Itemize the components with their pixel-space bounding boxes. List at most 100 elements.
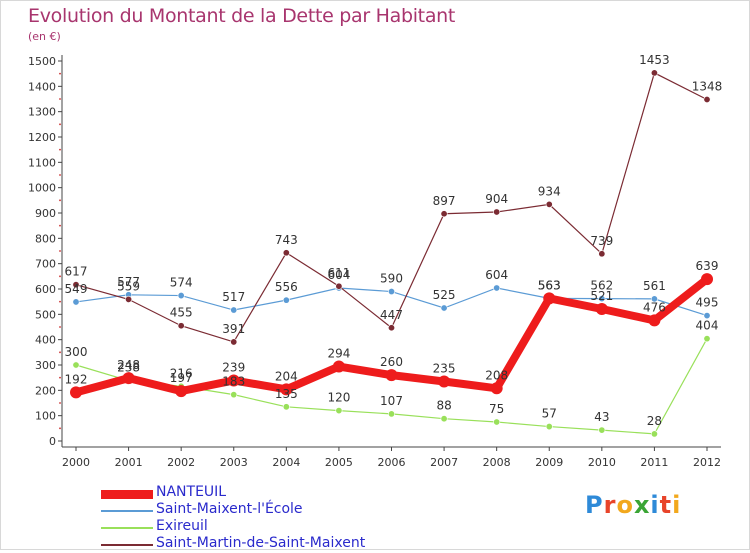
series-0-data-label: 639 — [696, 259, 719, 273]
series-2-data-label: 183 — [222, 375, 245, 389]
logo-letter: P — [585, 491, 604, 519]
legend-label: Exireuil — [156, 518, 208, 534]
series-2-data-label: 107 — [380, 394, 403, 408]
y-tick-label: 1000 — [28, 182, 56, 195]
series-3-data-label: 559 — [117, 279, 140, 293]
series-1-data-label: 590 — [380, 272, 403, 286]
series-3-point — [703, 96, 711, 104]
y-minor-tick — [59, 98, 61, 100]
y-tick-label: 1300 — [28, 106, 56, 119]
series-3-point — [440, 210, 448, 218]
legend-label: NANTEUIL — [156, 484, 227, 500]
series-0-data-label: 260 — [380, 355, 403, 369]
series-3-data-label: 617 — [65, 265, 88, 279]
series-2-data-label: 300 — [65, 345, 88, 359]
series-3-point — [125, 295, 133, 303]
series-0-data-label: 192 — [65, 372, 88, 386]
series-2-point — [282, 403, 290, 411]
series-2-data-label: 43 — [594, 410, 609, 424]
y-tick-label: 1100 — [28, 156, 56, 169]
series-3-point — [493, 208, 501, 216]
series-3-data-label: 447 — [380, 308, 403, 322]
y-minor-tick — [59, 275, 61, 278]
series-2-point — [72, 361, 80, 369]
y-tick-label: 800 — [35, 232, 56, 245]
series-0-point — [122, 372, 135, 385]
series-2-data-label: 238 — [117, 361, 140, 375]
x-tick-label: 2011 — [640, 456, 668, 469]
x-tick-label: 2012 — [693, 456, 721, 469]
series-0-point — [280, 383, 293, 396]
series-0-point — [490, 382, 503, 395]
series-1-data-label: 561 — [643, 279, 666, 293]
x-tick-label: 2006 — [378, 456, 406, 469]
x-tick-label: 2008 — [483, 456, 511, 469]
series-1-data-label: 517 — [222, 290, 245, 304]
x-tick-label: 2002 — [167, 456, 195, 469]
series-3-point — [282, 249, 290, 257]
y-tick-label: 1500 — [28, 55, 56, 68]
series-3-data-label: 904 — [485, 192, 508, 206]
series-0-data-label: 235 — [433, 361, 456, 375]
y-tick-label: 1400 — [28, 80, 56, 93]
series-2-point — [650, 430, 658, 438]
series-3-point — [230, 338, 238, 346]
series-0-point — [543, 292, 556, 305]
series-2-data-label: 28 — [647, 414, 662, 428]
y-tick-label: 300 — [35, 359, 56, 372]
series-2-point — [335, 407, 343, 415]
series-2-point — [493, 418, 501, 426]
series-1-data-label: 574 — [170, 276, 193, 290]
series-1-point — [387, 288, 395, 296]
series-0-data-label: 204 — [275, 369, 298, 383]
series-1-data-label: 525 — [433, 288, 456, 302]
y-minor-tick — [59, 300, 61, 303]
series-0-point — [227, 374, 240, 387]
series-0-data-label: 563 — [538, 278, 561, 292]
series-0-point — [70, 386, 82, 399]
legend-label: Saint-Maixent-l'École — [156, 501, 303, 517]
y-tick-label: 600 — [35, 283, 56, 296]
logo-letter: x — [633, 491, 651, 519]
series-0-point — [175, 385, 188, 398]
logo-letter: r — [603, 491, 617, 519]
series-3-point — [177, 322, 185, 330]
series-3-data-label: 934 — [538, 184, 561, 198]
series-0-point — [701, 273, 713, 286]
x-tick-label: 2000 — [62, 456, 90, 469]
series-0-data-label: 248 — [117, 358, 140, 372]
series-2-point — [387, 410, 395, 418]
series-3-point — [545, 200, 553, 208]
series-3-data-label: 897 — [433, 194, 456, 208]
series-2-point — [440, 415, 448, 423]
series-2-data-label: 75 — [489, 402, 504, 416]
series-1-data-label: 577 — [117, 275, 140, 289]
series-0-data-label: 294 — [327, 347, 350, 361]
x-tick-label: 2010 — [588, 456, 616, 469]
series-2-point — [598, 426, 606, 434]
series-3-point — [72, 281, 80, 289]
y-tick-label: 1200 — [28, 131, 56, 144]
series-1-point — [493, 284, 501, 292]
y-tick-label: 400 — [35, 334, 56, 347]
y-minor-tick — [59, 250, 61, 252]
series-1-point — [230, 306, 238, 314]
series-1-data-label: 604 — [327, 268, 350, 282]
y-tick-label: 700 — [35, 258, 56, 271]
x-tick-label: 2003 — [220, 456, 248, 469]
series-0-data-label: 239 — [222, 360, 245, 374]
series-3-data-label: 611 — [327, 266, 350, 280]
series-1-point — [598, 295, 606, 303]
series-2-point — [703, 335, 711, 343]
data-labels: 549 577 574 517 556 604 590 525 604 563 562 561 495 6… — [65, 53, 723, 428]
y-minor-tick — [59, 402, 61, 404]
logo-letter: t — [659, 491, 673, 519]
series-2-point — [230, 391, 238, 399]
legend-swatch — [101, 489, 153, 499]
unit-label: (en €) — [28, 30, 61, 43]
series-1-data-label: 562 — [590, 279, 613, 293]
series-3-point — [598, 250, 606, 258]
series-2-data-label: 57 — [542, 407, 557, 421]
series-3-data-label: 743 — [275, 233, 298, 247]
x-tick-label: 2005 — [325, 456, 353, 469]
